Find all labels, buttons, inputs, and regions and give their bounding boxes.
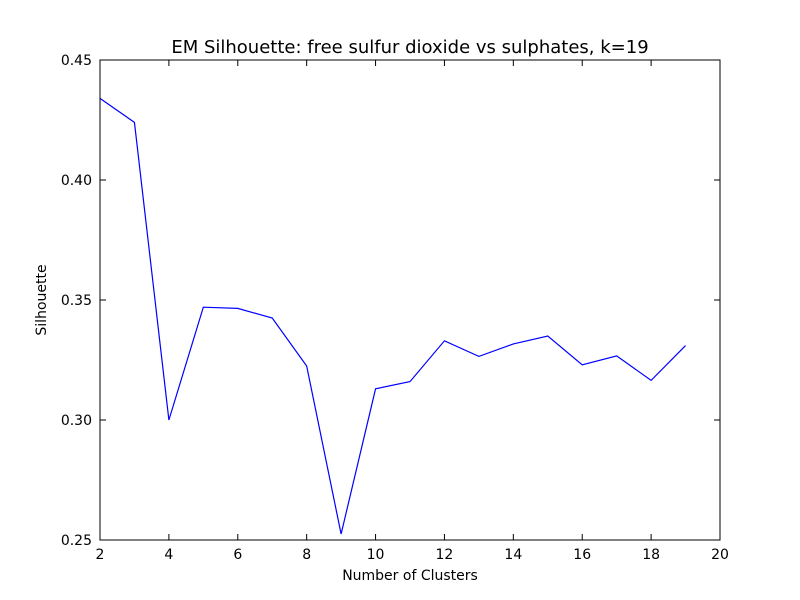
plot-frame [99, 59, 721, 541]
x-axis-label: Number of Clusters [342, 568, 478, 584]
y-tick-label: 0.40 [61, 173, 92, 189]
chart-title: EM Silhouette: free sulfur dioxide vs su… [171, 37, 648, 58]
x-tick-label: 18 [642, 547, 660, 563]
y-tick-label: 0.30 [61, 413, 92, 429]
y-tick-label: 0.35 [61, 293, 92, 309]
y-tick-label: 0.25 [61, 533, 92, 549]
x-tick-label: 16 [573, 547, 591, 563]
x-tick-label: 12 [436, 547, 454, 563]
x-tick-label: 6 [233, 547, 242, 563]
y-axis-label: Silhouette [34, 264, 50, 335]
y-tick-label: 0.45 [61, 53, 92, 69]
x-tick-label: 8 [302, 547, 311, 563]
series-line-0 [99, 97, 686, 535]
x-tick-label: 4 [164, 547, 173, 563]
x-tick-label: 2 [96, 547, 105, 563]
x-tick-label: 10 [367, 547, 385, 563]
x-tick-label: 14 [504, 547, 522, 563]
plot-area: 2 4 6 8 10 12 14 16 18 20 0.25 0.30 0.35 0.40 0.45 [61, 53, 729, 563]
x-tick-label: 20 [711, 547, 729, 563]
